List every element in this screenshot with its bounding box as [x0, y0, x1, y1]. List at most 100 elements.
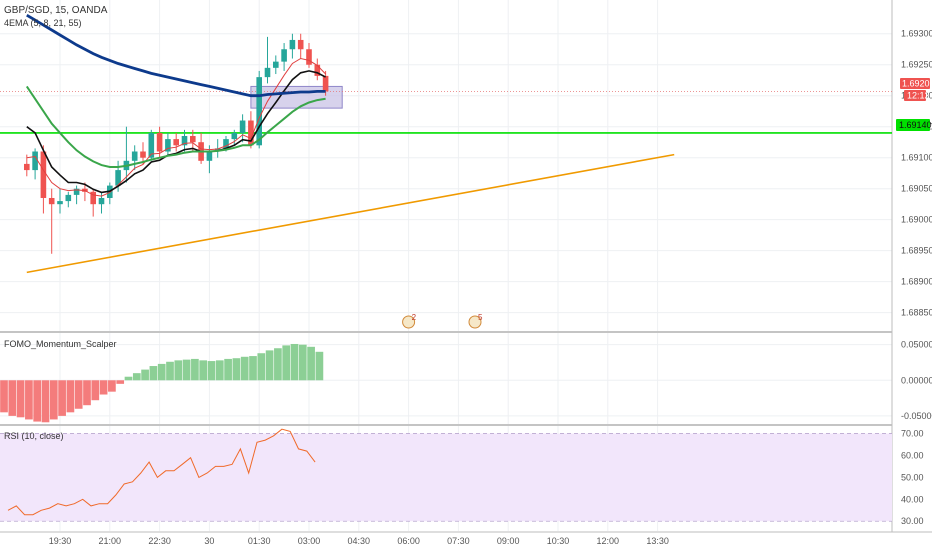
momentum-bar — [141, 369, 149, 381]
candle-body — [297, 39, 304, 50]
time-axis-labels: 19:30 21:00 22:30 30 01:30 03:00 04:30 06:00 07:… — [49, 536, 669, 546]
time-tick-label: 09:00 — [497, 536, 520, 546]
price-tick-label: 1.68900 — [901, 277, 932, 287]
momentum-tick-label: 0.05000 — [901, 340, 932, 350]
time-tick-label: 06:00 — [397, 536, 420, 546]
candle-body — [206, 151, 213, 161]
momentum-bar — [132, 373, 141, 381]
countdown-badge: 12:12 — [904, 90, 930, 101]
candle-body — [223, 139, 229, 149]
momentum-bar — [224, 358, 232, 381]
event-count: 2 — [412, 313, 417, 322]
time-tick-label: 10:30 — [547, 536, 570, 546]
rsi-pane[interactable] — [0, 428, 892, 522]
momentum-bar — [174, 360, 183, 381]
momentum-bar — [282, 345, 291, 381]
candle-body — [24, 163, 30, 171]
candle-body — [256, 77, 262, 146]
time-tick-label: 30 — [204, 536, 214, 546]
candle-body — [181, 136, 188, 146]
candle-body — [73, 188, 80, 195]
event-marker: 5 — [468, 313, 483, 329]
candle-body — [131, 151, 138, 161]
momentum-bar — [49, 380, 58, 420]
candle-body — [98, 197, 105, 205]
momentum-tick-label: 0.00000 — [901, 375, 932, 385]
candle-body — [40, 151, 47, 198]
candle-body — [289, 39, 296, 50]
candle-body — [65, 194, 72, 202]
time-tick-label: 03:00 — [298, 536, 321, 546]
momentum-bar — [74, 380, 83, 409]
price-axis-labels: 1.693001.692501.692001.691501.691001.690… — [901, 29, 932, 526]
momentum-bar — [166, 361, 174, 381]
momentum-bar — [157, 363, 166, 381]
candles — [24, 33, 329, 254]
momentum-bar — [215, 360, 224, 381]
momentum-bar — [16, 380, 25, 418]
rsi-tick-label: 50.00 — [901, 472, 924, 482]
calendar-icon — [468, 315, 482, 329]
candle-body — [264, 67, 271, 78]
momentum-pane[interactable] — [0, 343, 324, 423]
price-tick-label: 1.68950 — [901, 246, 932, 256]
rsi-tick-label: 30.00 — [901, 516, 924, 526]
time-tick-label: 04:30 — [348, 536, 371, 546]
rsi-tick-label: 60.00 — [901, 450, 924, 460]
price-tick-label: 1.69250 — [901, 60, 932, 70]
momentum-bar — [257, 353, 266, 381]
momentum-bar — [108, 380, 116, 392]
countdown-label: 12:12 — [907, 91, 930, 101]
momentum-bar — [232, 358, 241, 381]
candle-body — [115, 170, 121, 186]
candle-body — [148, 132, 155, 158]
momentum-bar — [290, 343, 299, 381]
momentum-bar — [298, 344, 307, 381]
momentum-bar — [33, 380, 42, 422]
momentum-bar — [91, 380, 100, 401]
ema-line — [26, 13, 326, 98]
rsi-title[interactable]: RSI (10, close) — [4, 431, 64, 441]
momentum-bar — [116, 380, 125, 384]
event-count: 5 — [478, 313, 483, 322]
momentum-bar — [315, 351, 324, 381]
rectangle-zone[interactable] — [250, 85, 343, 109]
candle-body — [156, 132, 163, 152]
calendar-icon — [402, 315, 416, 329]
momentum-bar — [8, 380, 17, 416]
rsi-tick-label: 40.00 — [901, 494, 924, 504]
candle-body — [248, 120, 254, 146]
symbol-title[interactable]: GBP/SGD, 15, OANDA — [4, 5, 108, 16]
momentum-title[interactable]: FOMO_Momentum_Scalper — [4, 339, 117, 349]
momentum-bar — [207, 361, 216, 381]
momentum-bar — [249, 356, 257, 381]
price-tick-label: 1.69300 — [901, 29, 932, 39]
candle-body — [90, 191, 96, 205]
momentum-bar — [274, 348, 282, 381]
time-tick-label: 22:30 — [148, 536, 171, 546]
momentum-bar — [124, 376, 133, 381]
momentum-bar — [0, 380, 8, 413]
price-tick-label: 1.69050 — [901, 184, 932, 194]
trendline[interactable] — [26, 153, 675, 274]
ema-study-title[interactable]: 4EMA (5, 8, 21, 55) — [4, 18, 82, 28]
momentum-bar — [307, 346, 315, 381]
momentum-bar — [182, 359, 191, 381]
candle-body — [314, 64, 321, 76]
time-tick-label: 19:30 — [49, 536, 72, 546]
rsi-tick-label: 70.00 — [901, 429, 924, 439]
momentum-bar — [149, 366, 158, 381]
time-tick-label: 07:30 — [447, 536, 470, 546]
candle-body — [239, 120, 246, 133]
momentum-bars — [0, 343, 324, 423]
trendline-segment — [26, 153, 675, 274]
momentum-bar — [265, 350, 274, 381]
time-tick-label: 12:00 — [597, 536, 620, 546]
rsi-line — [7, 428, 316, 516]
momentum-bar — [99, 380, 108, 395]
momentum-bar — [66, 380, 75, 413]
time-tick-label: 21:00 — [99, 536, 122, 546]
